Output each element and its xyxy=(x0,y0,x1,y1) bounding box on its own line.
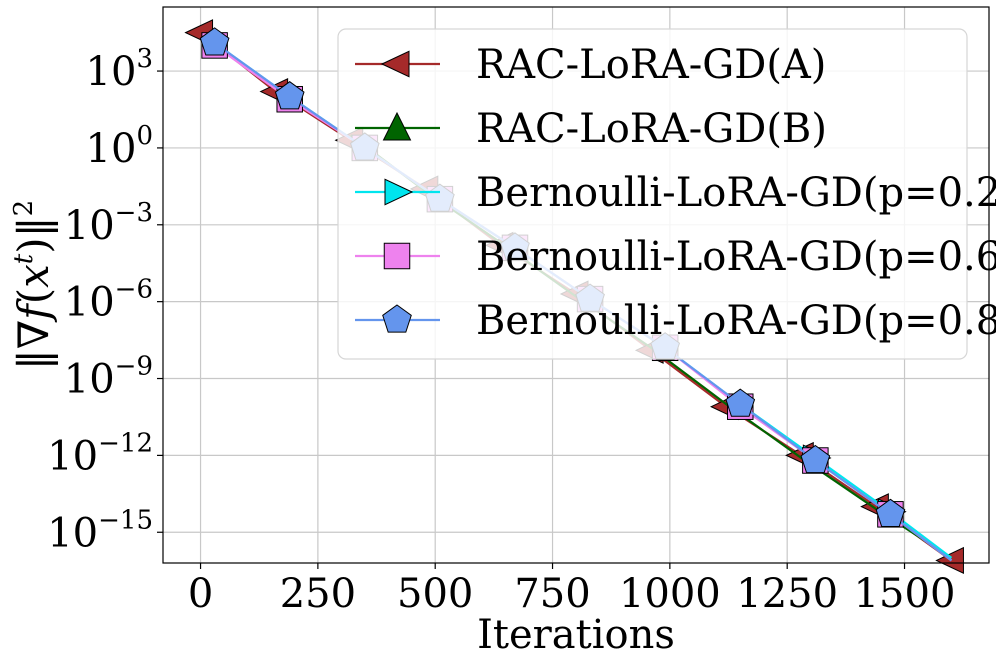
legend-marker xyxy=(382,111,412,141)
x-tick-label: 500 xyxy=(397,571,473,617)
legend-marker xyxy=(384,178,414,206)
y-axis-label: ‖∇f(xt)‖2 xyxy=(9,200,58,370)
y-tick-label: 10−6 xyxy=(64,275,153,326)
legend-label: RAC-LoRA-GD(A) xyxy=(476,42,826,88)
legend-marker xyxy=(383,242,411,270)
y-tick-label: 10−12 xyxy=(47,428,153,479)
y-ticks: 103 100 10−3 10−6 10−9 10−12 10−15 xyxy=(47,44,163,556)
x-tick-label: 0 xyxy=(188,571,213,617)
data-point xyxy=(274,81,305,110)
legend-item: RAC-LoRA-GD(A) xyxy=(355,42,826,88)
legend-label: Bernoulli-LoRA-GD(p=0.8) xyxy=(476,298,996,344)
x-ticks: 0 250 500 750 1000 1250 1500 xyxy=(188,563,956,617)
data-point xyxy=(800,444,831,474)
legend-label: Bernoulli-LoRA-GD(p=0.2) xyxy=(476,170,996,216)
x-tick-label: 1500 xyxy=(854,571,956,617)
svg-text:‖∇f(xt)‖2: ‖∇f(xt)‖2 xyxy=(9,200,58,370)
data-point xyxy=(875,498,906,527)
legend-label: Bernoulli-LoRA-GD(p=0.6) xyxy=(476,234,996,280)
legend-item: Bernoulli-LoRA-GD(p=0.2) xyxy=(355,170,996,216)
data-point xyxy=(199,27,230,56)
x-tick-label: 1000 xyxy=(619,571,721,617)
legend-marker xyxy=(380,50,410,78)
plot-frame xyxy=(162,6,990,564)
legend-item: RAC-LoRA-GD(B) xyxy=(355,106,827,152)
y-tick-label: 10−15 xyxy=(47,505,153,556)
y-tick-label: 103 xyxy=(86,44,153,95)
x-tick-label: 250 xyxy=(280,571,356,617)
x-tick-label: 750 xyxy=(514,571,590,617)
y-tick-label: 100 xyxy=(86,121,153,172)
y-tick-label: 10−9 xyxy=(64,352,153,403)
x-axis-label: Iterations xyxy=(477,612,675,658)
y-tick-label: 10−3 xyxy=(64,198,153,249)
legend-item: Bernoulli-LoRA-GD(p=0.8) xyxy=(355,298,996,344)
data-point xyxy=(725,388,756,417)
legend-item: Bernoulli-LoRA-GD(p=0.6) xyxy=(355,234,996,280)
legend: RAC-LoRA-GD(A) RAC-LoRA-GD(B) Bernoulli-Lo… xyxy=(337,28,996,360)
legend-marker xyxy=(382,304,412,333)
legend-box xyxy=(337,28,968,360)
legend-label: RAC-LoRA-GD(B) xyxy=(476,106,827,152)
x-tick-label: 1250 xyxy=(736,571,838,617)
